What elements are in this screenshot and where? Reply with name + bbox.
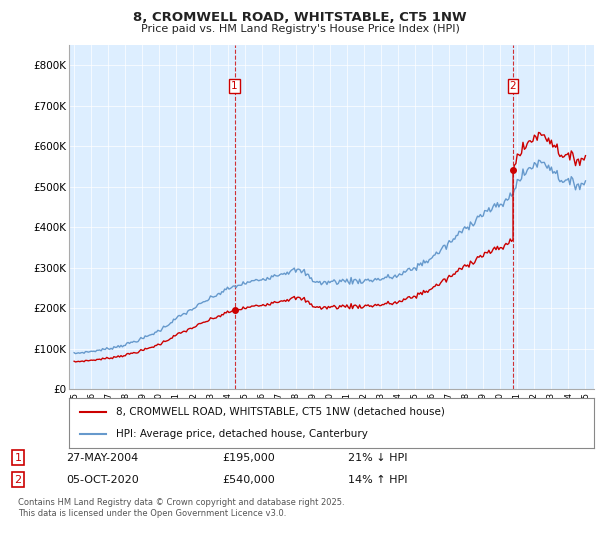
Text: £540,000: £540,000 [222,475,275,485]
Text: £195,000: £195,000 [222,452,275,463]
Text: Contains HM Land Registry data © Crown copyright and database right 2025.
This d: Contains HM Land Registry data © Crown c… [18,498,344,518]
Text: Price paid vs. HM Land Registry's House Price Index (HPI): Price paid vs. HM Land Registry's House … [140,24,460,34]
Text: 14% ↑ HPI: 14% ↑ HPI [348,475,407,485]
Text: 21% ↓ HPI: 21% ↓ HPI [348,452,407,463]
Text: 27-MAY-2004: 27-MAY-2004 [66,452,138,463]
Text: HPI: Average price, detached house, Canterbury: HPI: Average price, detached house, Cant… [116,429,368,439]
Text: 8, CROMWELL ROAD, WHITSTABLE, CT5 1NW (detached house): 8, CROMWELL ROAD, WHITSTABLE, CT5 1NW (d… [116,407,445,417]
Text: 2: 2 [14,475,22,485]
Text: 2: 2 [510,81,517,91]
Text: 05-OCT-2020: 05-OCT-2020 [66,475,139,485]
Text: 1: 1 [231,81,238,91]
Text: 1: 1 [14,452,22,463]
Text: 8, CROMWELL ROAD, WHITSTABLE, CT5 1NW: 8, CROMWELL ROAD, WHITSTABLE, CT5 1NW [133,11,467,24]
